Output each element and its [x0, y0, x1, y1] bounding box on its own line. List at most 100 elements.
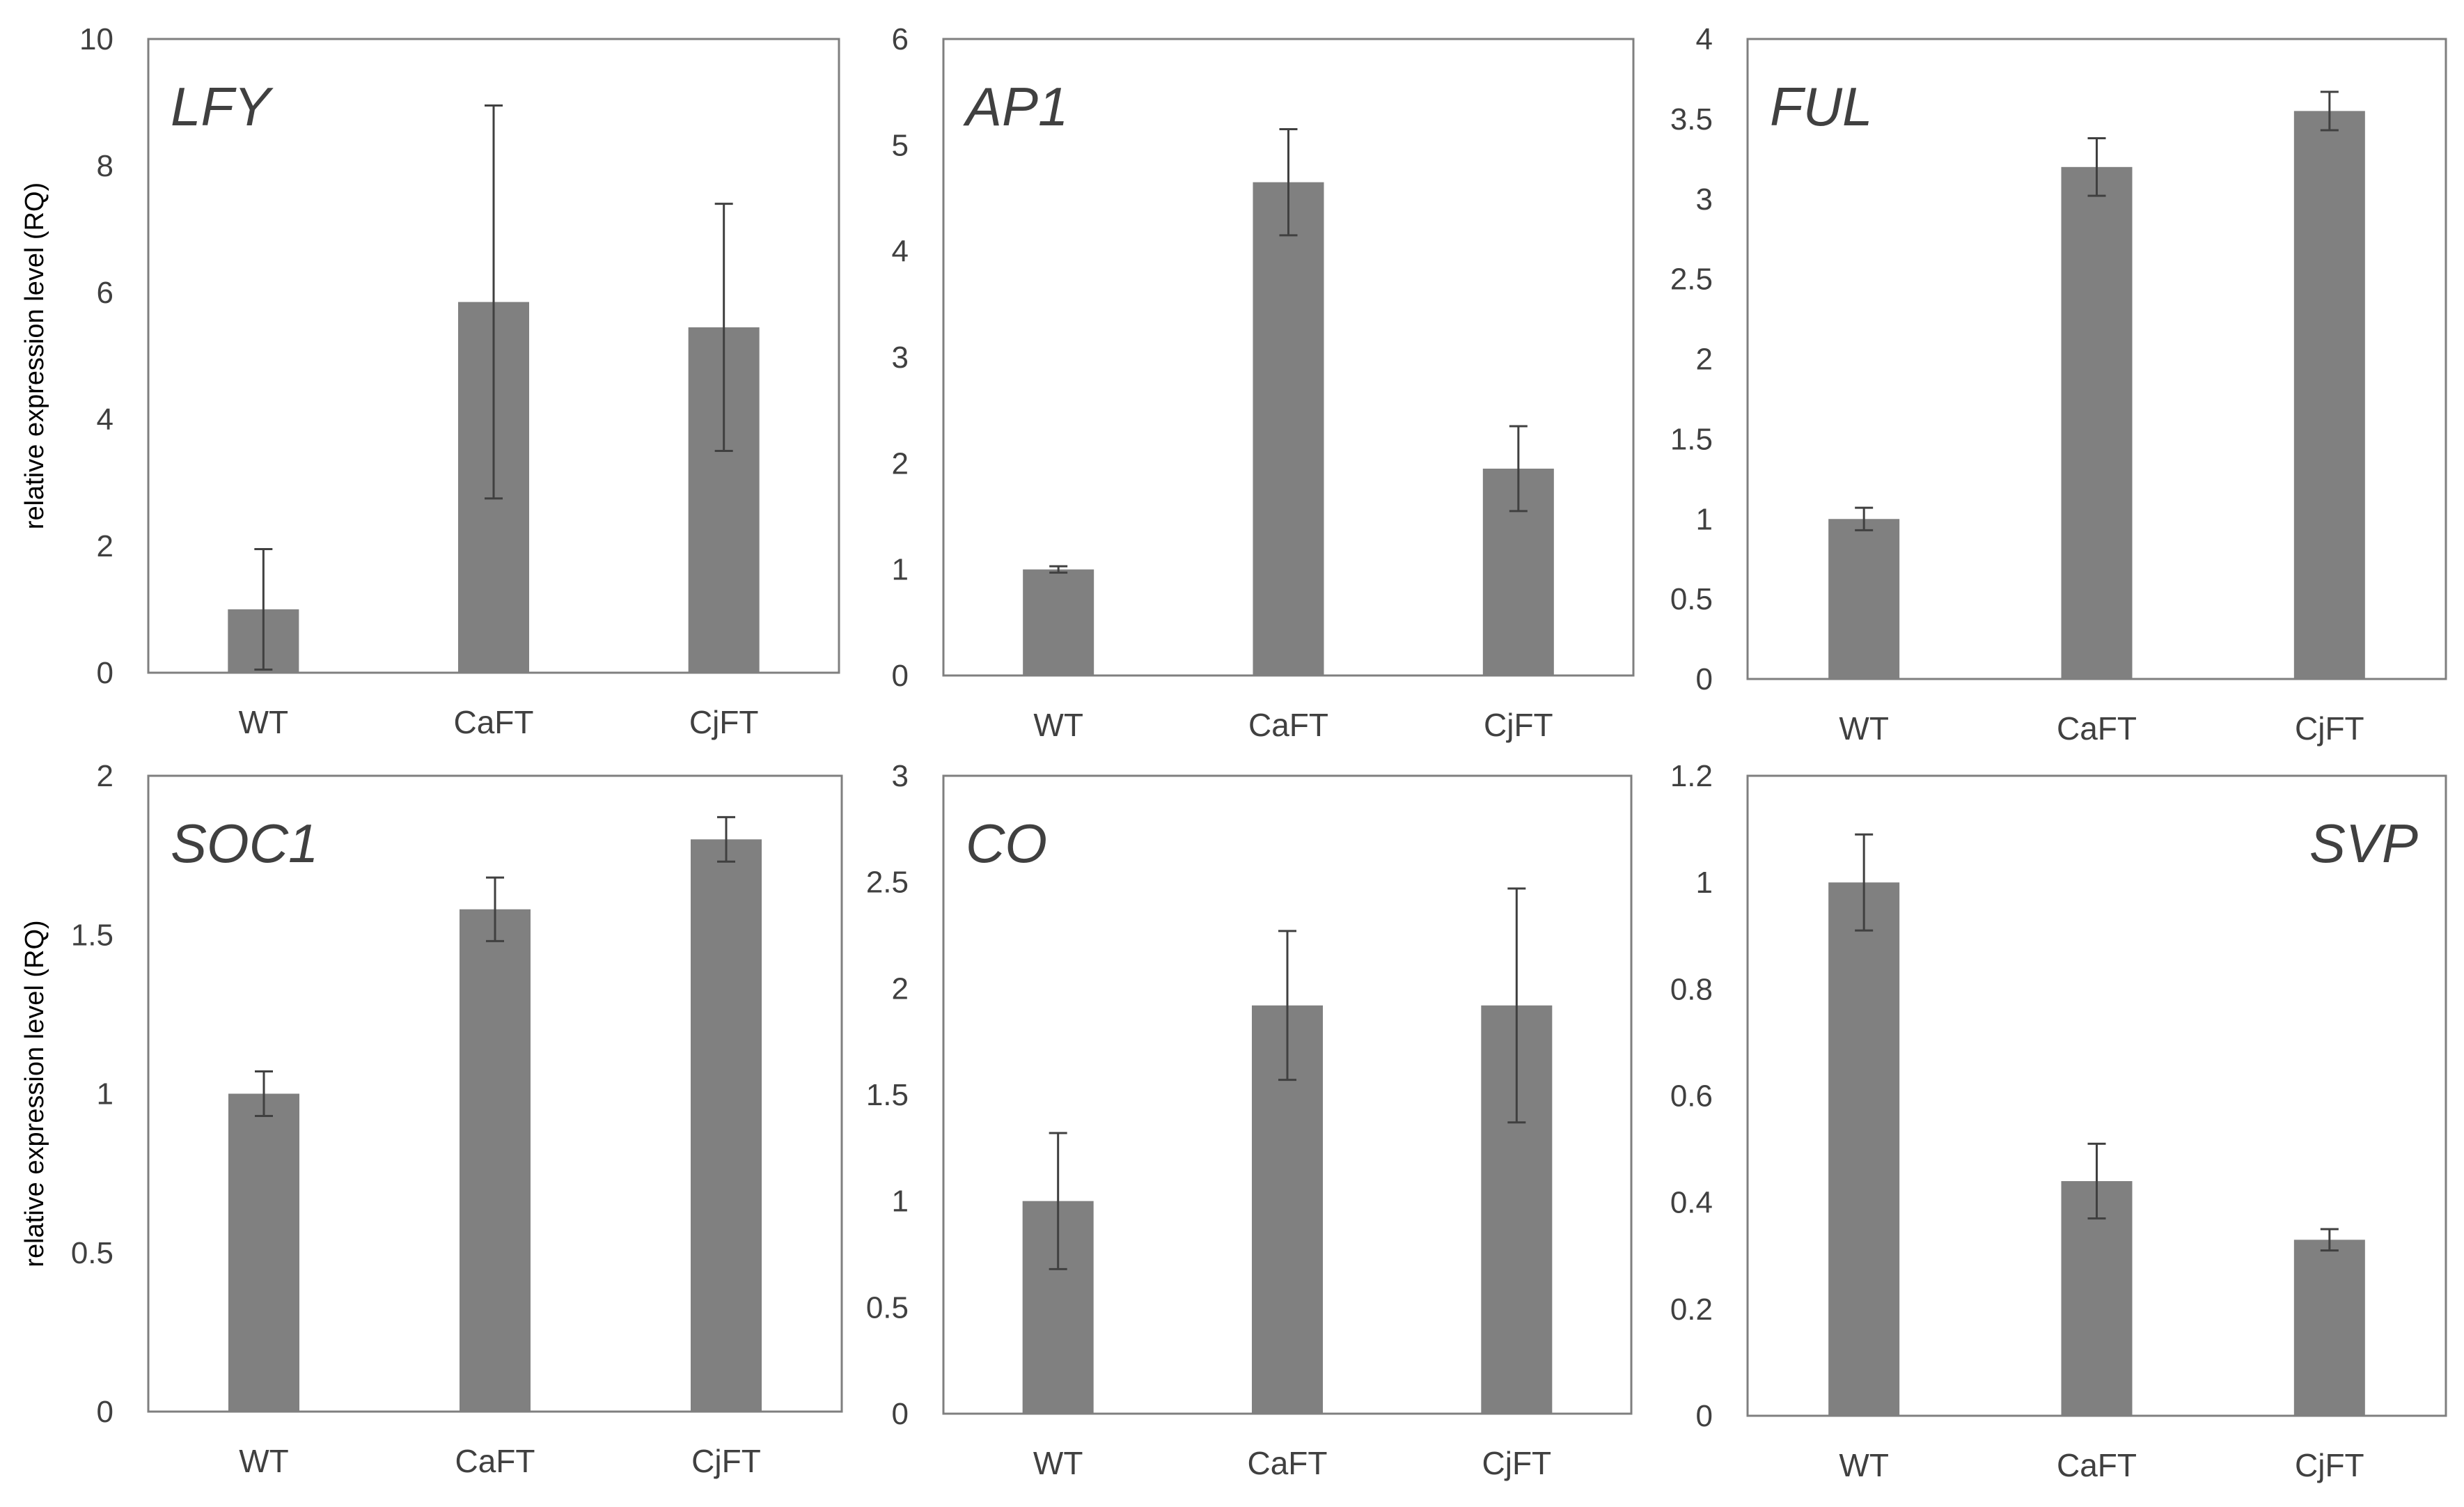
x-category-label: WT — [1033, 707, 1083, 743]
error-bar-wt — [1049, 1132, 1067, 1270]
y-tick-label: 2.5 — [1670, 263, 1713, 297]
y-tick-label: 1 — [892, 553, 909, 587]
error-bar-caft — [485, 104, 503, 500]
bar-caft — [460, 909, 531, 1412]
x-category-label: CaFT — [2057, 1447, 2137, 1483]
error-bar-cjft — [714, 203, 733, 452]
x-category-label: CaFT — [455, 1443, 535, 1479]
gene-title: SVP — [2309, 813, 2418, 874]
chart-panel-lfy: 0 2 4 6 8 10 WT CaFT CjFT LFY relative expression … — [20, 22, 840, 740]
y-tick-label: 2 — [97, 529, 113, 563]
bar-wt — [1023, 569, 1094, 676]
y-tick-label: 0 — [892, 1397, 909, 1431]
y-tick-label: 0 — [97, 1395, 113, 1429]
x-category-label: WT — [239, 1443, 289, 1479]
chart-panel-svp: 0 0.2 0.4 0.6 0.8 1 1.2 WT CaFT CjFT SVP — [1670, 759, 2447, 1483]
x-category-label: WT — [1033, 1445, 1083, 1481]
y-tick-label: 1.5 — [866, 1078, 909, 1112]
y-tick-label: 4 — [97, 403, 113, 437]
gene-title: LFY — [171, 76, 274, 137]
chart-panel-ap1: 0 1 2 3 4 5 6 WT CaFT CjFT AP1 — [892, 22, 1635, 743]
y-tick-label: 0 — [1696, 662, 1713, 696]
x-category-label: CaFT — [454, 704, 534, 740]
gene-title: SOC1 — [171, 813, 318, 874]
x-category-label: CjFT — [1484, 707, 1553, 743]
y-tick-label: 0.5 — [1670, 582, 1713, 616]
error-bar-wt — [254, 548, 273, 671]
x-category-label: WT — [239, 704, 289, 740]
y-tick-label: 2 — [1696, 343, 1713, 377]
bar-cjft — [2293, 1240, 2365, 1416]
error-bar-wt — [255, 1070, 273, 1117]
y-tick-label: 3 — [1696, 182, 1713, 217]
y-tick-label: 3 — [892, 759, 909, 793]
error-bar-caft — [1278, 930, 1296, 1082]
y-tick-label: 6 — [892, 22, 909, 56]
bar-caft — [1253, 182, 1324, 676]
x-category-label: WT — [1839, 1447, 1889, 1483]
y-tick-label: 1.2 — [1670, 759, 1713, 793]
x-category-label: CaFT — [2057, 710, 2137, 747]
error-bar-cjft — [717, 815, 735, 863]
y-tick-label: 0.4 — [1670, 1186, 1713, 1220]
chart-panel-co: 0 0.5 1 1.5 2 2.5 3 WT CaFT CjFT CO — [866, 759, 1633, 1481]
y-tick-label: 1 — [892, 1185, 909, 1219]
y-tick-label: 10 — [79, 22, 113, 56]
y-tick-label: 2 — [892, 971, 909, 1006]
chart-panel-soc1: 0 0.5 1 1.5 2 WT CaFT CjFT SOC1 relative expressi… — [20, 759, 843, 1479]
error-bar-cjft — [2320, 91, 2339, 132]
y-tick-label: 0.2 — [1670, 1293, 1713, 1327]
y-tick-label: 1.5 — [71, 918, 113, 952]
y-tick-label: 0 — [97, 656, 113, 690]
x-category-label: WT — [1839, 710, 1889, 747]
x-category-label: CjFT — [2295, 1447, 2364, 1483]
y-tick-label: 0.8 — [1670, 972, 1713, 1006]
bar-wt — [1828, 882, 1900, 1416]
error-bar-wt — [1855, 506, 1874, 531]
x-category-label: CaFT — [1248, 1445, 1328, 1481]
bar-cjft — [691, 839, 762, 1412]
y-tick-label: 0.6 — [1670, 1079, 1713, 1114]
error-bar-caft — [2087, 136, 2106, 197]
error-bar-cjft — [1507, 887, 1526, 1124]
gene-title: FUL — [1770, 76, 1872, 137]
y-tick-label: 4 — [1696, 22, 1713, 56]
y-tick-label: 2 — [97, 759, 113, 793]
y-tick-label: 5 — [892, 128, 909, 162]
x-category-label: CjFT — [1482, 1445, 1552, 1481]
bar-cjft — [2293, 111, 2365, 679]
y-tick-label: 1 — [1696, 866, 1713, 900]
bar-wt — [1828, 519, 1900, 679]
y-axis-label: relative expression level (RQ) — [20, 182, 49, 529]
y-tick-label: 0 — [1696, 1399, 1713, 1433]
bar-caft — [2061, 1181, 2133, 1416]
y-tick-label: 8 — [97, 149, 113, 183]
gene-title: AP1 — [963, 76, 1068, 137]
y-tick-label: 0.5 — [866, 1290, 909, 1325]
y-tick-label: 3.5 — [1670, 102, 1713, 136]
y-tick-label: 1 — [97, 1077, 113, 1111]
y-tick-label: 1 — [1696, 502, 1713, 536]
x-category-label: CjFT — [691, 1443, 761, 1479]
y-tick-label: 2.5 — [866, 866, 909, 900]
chart-panel-ful: 0 0.5 1 1.5 2 2.5 3 3.5 4 WT CaFT CjFT FUL — [1670, 22, 2447, 747]
y-tick-label: 3 — [892, 341, 909, 375]
bar-wt — [228, 1093, 299, 1412]
y-tick-label: 1.5 — [1670, 422, 1713, 456]
error-bar-cjft — [1509, 425, 1528, 513]
y-axis-label: relative expression level (RQ) — [20, 920, 49, 1267]
error-bar-wt — [1855, 833, 1874, 932]
gene-title: CO — [966, 813, 1047, 874]
bar-caft — [2061, 166, 2133, 680]
x-category-label: CjFT — [689, 704, 759, 740]
error-bar-wt — [1049, 565, 1068, 574]
x-category-label: CaFT — [1248, 707, 1328, 743]
error-bar-caft — [1279, 127, 1298, 237]
y-tick-label: 6 — [97, 276, 113, 310]
error-bar-caft — [486, 876, 504, 942]
y-tick-label: 0.5 — [71, 1236, 113, 1270]
error-bar-cjft — [2320, 1228, 2339, 1252]
y-tick-label: 4 — [892, 235, 909, 269]
y-tick-label: 0 — [892, 659, 909, 693]
